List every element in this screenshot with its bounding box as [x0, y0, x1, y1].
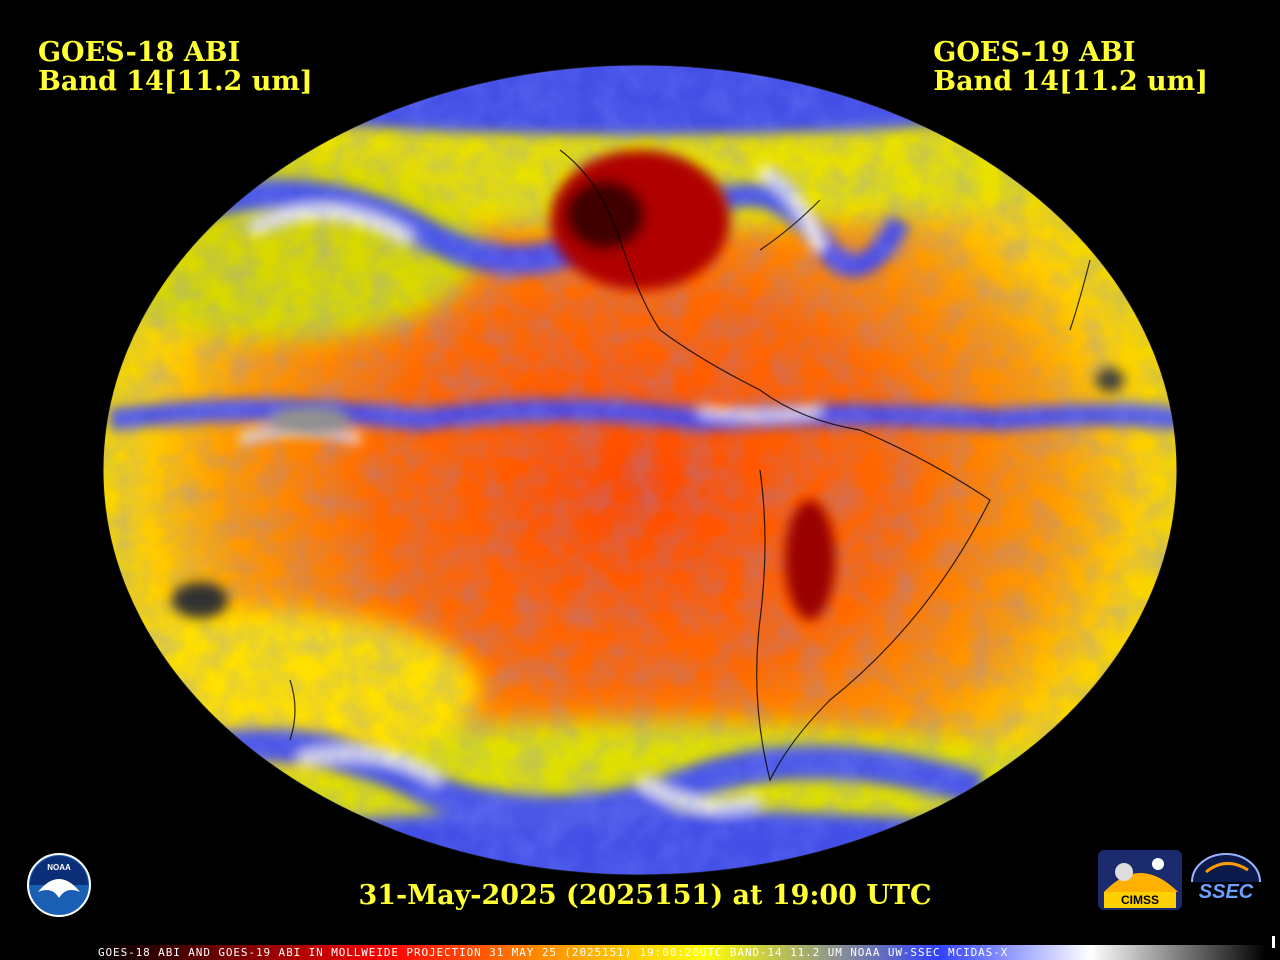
tick-mark	[1272, 936, 1275, 948]
header-right: GOES-19 ABI Band 14[11.2 um]	[933, 38, 1208, 96]
svg-text:CIMSS: CIMSS	[1121, 893, 1159, 907]
ssec-logo: SSEC	[1191, 853, 1261, 903]
datestamp: 31-May-2025 (2025151) at 19:00 UTC	[358, 880, 932, 911]
color-bar	[96, 945, 1266, 960]
svg-text:SSEC: SSEC	[1199, 881, 1254, 903]
footer-caption: GOES-18 ABI AND GOES-19 ABI IN MOLLWEIDE…	[98, 946, 1009, 959]
header-right-satellite: GOES-19 ABI	[933, 37, 1136, 68]
svg-text:NOAA: NOAA	[47, 863, 71, 872]
header-right-band: Band 14[11.2 um]	[933, 66, 1208, 97]
header-left-satellite: GOES-18 ABI	[38, 37, 241, 68]
header-left: GOES-18 ABI Band 14[11.2 um]	[38, 38, 313, 96]
cimss-logo: CIMSS	[1098, 850, 1182, 910]
noaa-logo: NOAA	[27, 853, 91, 917]
header-left-band: Band 14[11.2 um]	[38, 66, 313, 97]
